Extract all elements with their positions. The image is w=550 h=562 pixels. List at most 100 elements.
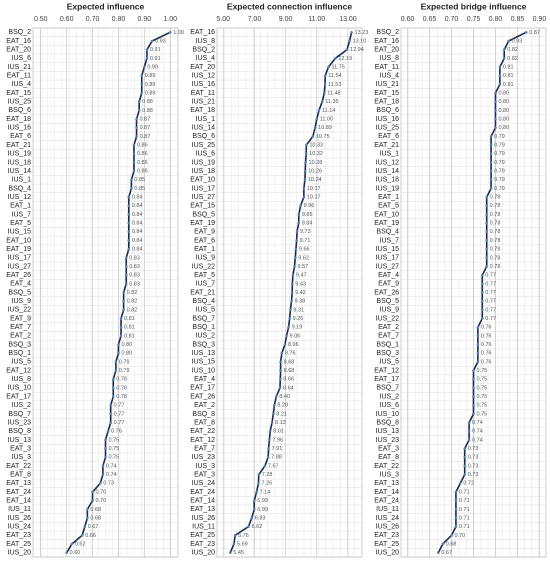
- category-label: IUS_3: [196, 463, 216, 470]
- value-label: 0.72: [463, 481, 474, 487]
- category-label: EAT_26: [190, 393, 215, 400]
- value-label: 0.80: [498, 108, 509, 114]
- value-label: 0.76: [481, 333, 492, 339]
- x-tick-label: 0.80: [112, 16, 126, 23]
- category-label: IUS_24: [192, 480, 215, 487]
- value-label: 0.70: [96, 498, 107, 504]
- category-label: IUS_2: [196, 333, 216, 340]
- point: [348, 39, 351, 43]
- category-label: IUS_18: [376, 177, 399, 184]
- panel: Expected connection influence 5.00 7.00 9.0…: [190, 1, 368, 558]
- value-label: 9.96: [304, 203, 315, 209]
- category-label: IUS_12: [8, 194, 31, 201]
- value-label: 0.73: [468, 472, 479, 478]
- category-label: EAT_3: [194, 471, 215, 478]
- value-label: 0.77: [485, 273, 496, 279]
- category-label: EAT_15: [190, 203, 215, 210]
- point: [476, 343, 480, 346]
- point: [454, 499, 458, 502]
- value-label: 0.79: [494, 134, 505, 140]
- value-label: 0.78: [490, 203, 501, 209]
- point: [454, 525, 458, 528]
- category-label: EAT_22: [374, 463, 399, 470]
- category-label: EAT_6: [378, 133, 399, 140]
- category-label: EAT_5: [194, 272, 215, 279]
- value-label: 0.79: [494, 186, 505, 192]
- category-label: EAT_24: [190, 489, 215, 496]
- point: [305, 143, 308, 147]
- point: [299, 204, 302, 208]
- point: [145, 57, 149, 60]
- category-label: IUS_5: [12, 359, 32, 366]
- category-label: IUS_8: [380, 55, 400, 62]
- x-tick-label: 0.85: [511, 16, 525, 23]
- value-label: 0.78: [116, 385, 127, 391]
- category-label: BSQ_6: [376, 107, 399, 114]
- point: [454, 490, 458, 494]
- category-label: IUS_12: [192, 73, 215, 80]
- value-label: 9.06: [290, 333, 301, 339]
- x-tick-label: 1.00: [163, 16, 177, 23]
- point: [476, 351, 480, 355]
- value-label: 0.78: [116, 394, 127, 400]
- point: [334, 57, 337, 60]
- category-label: IUS_2: [12, 402, 32, 409]
- category-label: BSQ_6: [192, 133, 215, 140]
- category-label: BSQ_7: [192, 315, 215, 322]
- category-label: IUS_15: [192, 359, 215, 366]
- point: [130, 187, 133, 190]
- value-label: 7.91: [272, 446, 283, 452]
- category-label: EAT_2: [10, 333, 31, 340]
- category-label: EAT_13: [374, 480, 399, 487]
- value-label: 0.77: [114, 420, 125, 426]
- point: [168, 31, 172, 34]
- value-label: 0.68: [90, 507, 101, 513]
- category-label: EAT_23: [190, 541, 215, 548]
- point: [271, 412, 275, 416]
- value-label: 0.80: [121, 351, 132, 357]
- category-label: BSQ_8: [192, 411, 215, 418]
- category-label: IUS_26: [376, 523, 399, 530]
- point: [485, 256, 488, 260]
- point: [498, 83, 502, 86]
- value-label: 0.77: [114, 411, 125, 417]
- x-tick-label: 9.00: [279, 16, 293, 23]
- category-label: EAT_10: [190, 177, 215, 184]
- point: [472, 395, 475, 398]
- value-label: 11.14: [322, 108, 335, 114]
- category-label: EAT_14: [6, 497, 31, 504]
- category-label: EAT_21: [190, 289, 215, 296]
- value-label: 0.84: [132, 203, 143, 209]
- value-label: 9.71: [300, 238, 311, 244]
- point: [304, 161, 307, 164]
- value-label: 0.89: [145, 73, 156, 79]
- category-label: EAT_18: [6, 116, 31, 123]
- category-label: IUS_3: [12, 454, 32, 461]
- value-label: 0.76: [481, 342, 492, 348]
- category-label: BSQ_4: [192, 298, 215, 305]
- category-label: EAT_25: [6, 541, 31, 548]
- value-label: 5.45: [233, 550, 244, 556]
- value-label: 0.62: [75, 541, 86, 547]
- category-label: IUS_14: [376, 168, 399, 175]
- point: [99, 481, 102, 485]
- point: [127, 195, 131, 199]
- category-label: IUS_11: [8, 506, 31, 513]
- category-label: EAT_14: [190, 497, 215, 504]
- value-label: 0.81: [503, 64, 514, 70]
- point: [122, 299, 125, 303]
- category-label: IUS_19: [8, 151, 31, 158]
- category-label: IUS_19: [376, 185, 399, 192]
- value-label: 0.79: [494, 143, 505, 149]
- value-label: 0.77: [485, 281, 496, 287]
- point: [303, 178, 307, 182]
- point: [303, 169, 307, 173]
- value-label: 0.79: [494, 169, 505, 175]
- category-label: BSQ_3: [192, 341, 215, 348]
- value-label: 10.17: [307, 186, 321, 192]
- point: [290, 291, 294, 294]
- category-label: EAT_1: [10, 203, 31, 210]
- point: [498, 74, 502, 77]
- value-label: 8.21: [276, 411, 287, 417]
- point: [104, 447, 107, 450]
